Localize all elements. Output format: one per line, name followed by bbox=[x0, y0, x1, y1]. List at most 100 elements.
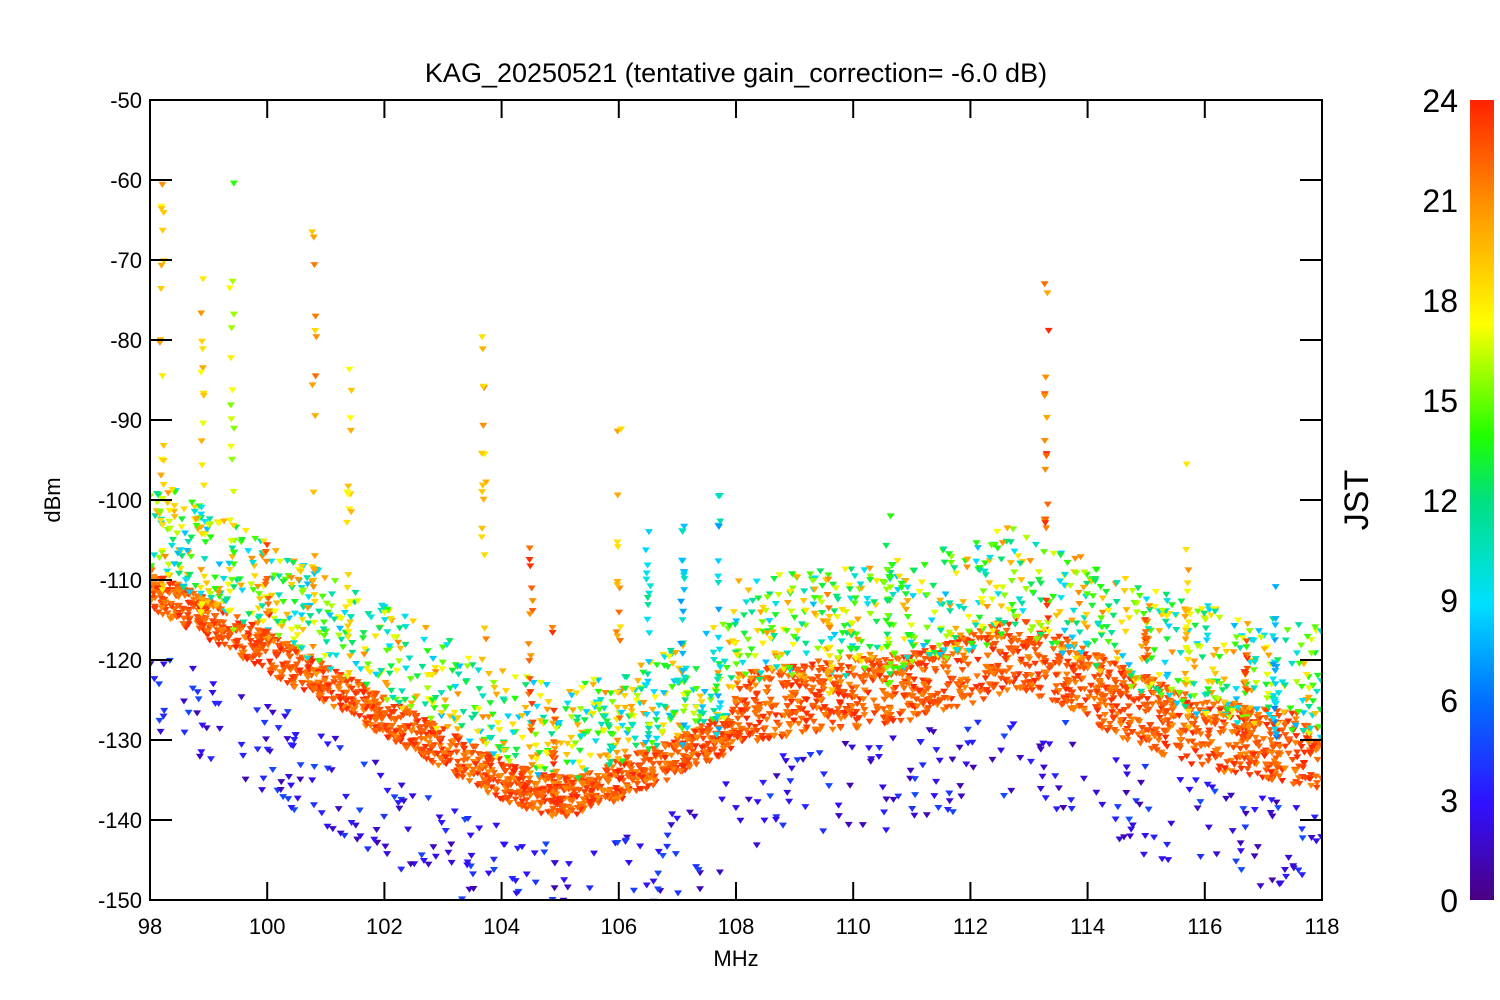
data-point bbox=[1128, 822, 1137, 829]
data-point bbox=[751, 698, 760, 705]
data-point bbox=[594, 730, 603, 737]
data-point bbox=[816, 568, 825, 575]
data-point bbox=[511, 790, 520, 797]
data-point bbox=[845, 681, 854, 688]
data-point bbox=[383, 682, 392, 689]
data-point bbox=[674, 665, 683, 672]
data-point bbox=[753, 690, 762, 697]
data-point bbox=[390, 704, 399, 711]
data-point bbox=[1161, 618, 1170, 625]
data-point bbox=[290, 737, 299, 744]
data-point bbox=[860, 665, 869, 672]
data-point bbox=[1109, 612, 1118, 619]
data-point bbox=[1243, 687, 1252, 694]
data-point bbox=[261, 629, 270, 636]
data-point bbox=[1210, 788, 1219, 795]
data-point bbox=[404, 826, 413, 833]
data-point bbox=[613, 579, 622, 586]
data-point bbox=[535, 750, 544, 757]
data-point bbox=[985, 554, 994, 561]
data-point bbox=[932, 778, 941, 785]
data-point bbox=[578, 685, 587, 692]
data-point bbox=[1284, 750, 1293, 757]
data-point bbox=[728, 738, 737, 745]
data-point bbox=[1291, 716, 1300, 723]
data-point bbox=[294, 576, 303, 583]
data-point bbox=[1220, 676, 1229, 683]
data-point bbox=[1041, 674, 1050, 681]
data-point bbox=[948, 809, 957, 816]
data-point bbox=[1281, 732, 1290, 739]
data-point bbox=[834, 655, 843, 662]
data-point bbox=[420, 636, 429, 643]
data-point bbox=[383, 851, 392, 858]
data-point bbox=[1025, 663, 1034, 670]
data-point bbox=[997, 603, 1006, 610]
data-point bbox=[443, 747, 452, 754]
data-point bbox=[191, 600, 200, 607]
data-point bbox=[873, 644, 882, 651]
data-point bbox=[201, 617, 210, 624]
data-point bbox=[678, 617, 687, 624]
data-point bbox=[199, 622, 208, 629]
data-point bbox=[1157, 749, 1166, 756]
data-point bbox=[627, 708, 636, 715]
data-point bbox=[1042, 415, 1051, 422]
data-point bbox=[758, 736, 767, 743]
data-point bbox=[828, 719, 837, 726]
data-point bbox=[525, 658, 534, 665]
data-point bbox=[1000, 733, 1009, 740]
data-point bbox=[874, 658, 883, 665]
data-point bbox=[582, 785, 591, 792]
data-point bbox=[1028, 589, 1037, 596]
data-point bbox=[280, 713, 289, 720]
data-point bbox=[628, 771, 637, 778]
data-point bbox=[787, 765, 796, 772]
data-point bbox=[747, 609, 756, 616]
data-point bbox=[997, 635, 1006, 642]
data-point bbox=[164, 490, 173, 497]
data-point bbox=[1176, 737, 1185, 744]
data-point bbox=[387, 709, 396, 716]
data-point bbox=[834, 813, 843, 820]
data-point bbox=[439, 759, 448, 766]
data-point bbox=[595, 776, 604, 783]
data-point bbox=[366, 722, 375, 729]
data-point bbox=[336, 696, 345, 703]
data-point bbox=[1313, 756, 1322, 763]
data-point bbox=[1168, 649, 1177, 656]
data-point bbox=[1303, 633, 1312, 640]
data-point bbox=[287, 575, 296, 582]
data-point bbox=[196, 609, 205, 616]
data-point bbox=[1268, 813, 1277, 820]
data-point bbox=[1139, 851, 1148, 858]
data-point bbox=[917, 691, 926, 698]
data-point bbox=[840, 693, 849, 700]
data-point bbox=[752, 578, 761, 585]
data-point bbox=[310, 571, 319, 578]
data-point bbox=[572, 690, 581, 697]
data-point bbox=[668, 761, 677, 768]
data-point bbox=[372, 690, 381, 697]
data-point bbox=[841, 741, 850, 748]
data-point bbox=[866, 610, 875, 617]
data-point bbox=[885, 622, 894, 629]
data-point bbox=[395, 699, 404, 706]
data-point bbox=[1183, 580, 1192, 587]
data-point bbox=[365, 669, 374, 676]
data-point bbox=[1155, 681, 1164, 688]
data-point bbox=[1088, 602, 1097, 609]
data-point bbox=[1095, 714, 1104, 721]
data-point bbox=[255, 591, 264, 598]
data-point bbox=[155, 717, 164, 724]
data-point bbox=[1102, 589, 1111, 596]
data-point bbox=[1078, 675, 1087, 682]
data-point bbox=[187, 534, 196, 541]
data-point bbox=[303, 674, 312, 681]
data-point bbox=[447, 841, 456, 848]
data-point bbox=[844, 821, 853, 828]
data-point bbox=[846, 645, 855, 652]
data-point bbox=[544, 699, 553, 706]
data-point bbox=[882, 617, 891, 624]
data-point bbox=[270, 615, 279, 622]
